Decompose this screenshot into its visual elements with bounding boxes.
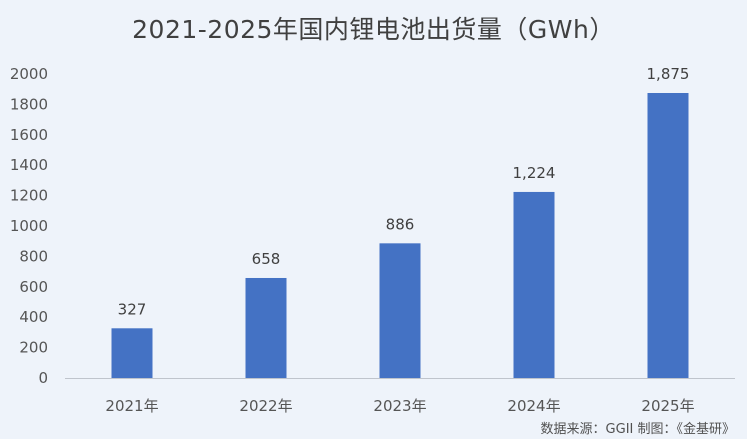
y-tick-label: 1200 xyxy=(10,187,48,205)
x-tick-label: 2025年 xyxy=(641,397,694,415)
y-tick-label: 2000 xyxy=(10,65,48,83)
bar xyxy=(379,243,421,378)
y-tick-label: 1400 xyxy=(10,156,48,174)
data-label: 886 xyxy=(386,215,415,233)
y-tick-label: 0 xyxy=(38,369,48,387)
y-tick-label: 1800 xyxy=(10,95,48,113)
source-note: 数据来源：GGII 制图：《金基研》 xyxy=(540,422,735,437)
chart-title: 2021-2025年国内锂电池出货量（GWh） xyxy=(132,15,615,44)
bar xyxy=(245,277,287,378)
data-label: 1,224 xyxy=(513,164,556,182)
bar xyxy=(647,93,689,378)
y-tick-label: 400 xyxy=(19,308,48,326)
data-label: 1,875 xyxy=(647,65,690,83)
data-label: 658 xyxy=(252,250,281,268)
bar xyxy=(111,328,153,378)
y-tick-label: 600 xyxy=(19,278,48,296)
x-tick-label: 2024年 xyxy=(507,397,560,415)
y-tick-label: 800 xyxy=(19,247,48,265)
x-tick-label: 2021年 xyxy=(105,397,158,415)
bar xyxy=(513,191,555,378)
y-tick-label: 1000 xyxy=(10,217,48,235)
data-label: 327 xyxy=(118,300,147,318)
y-tick-label: 1600 xyxy=(10,126,48,144)
y-tick-label: 200 xyxy=(19,339,48,357)
x-tick-label: 2023年 xyxy=(373,397,426,415)
x-tick-label: 2022年 xyxy=(239,397,292,415)
